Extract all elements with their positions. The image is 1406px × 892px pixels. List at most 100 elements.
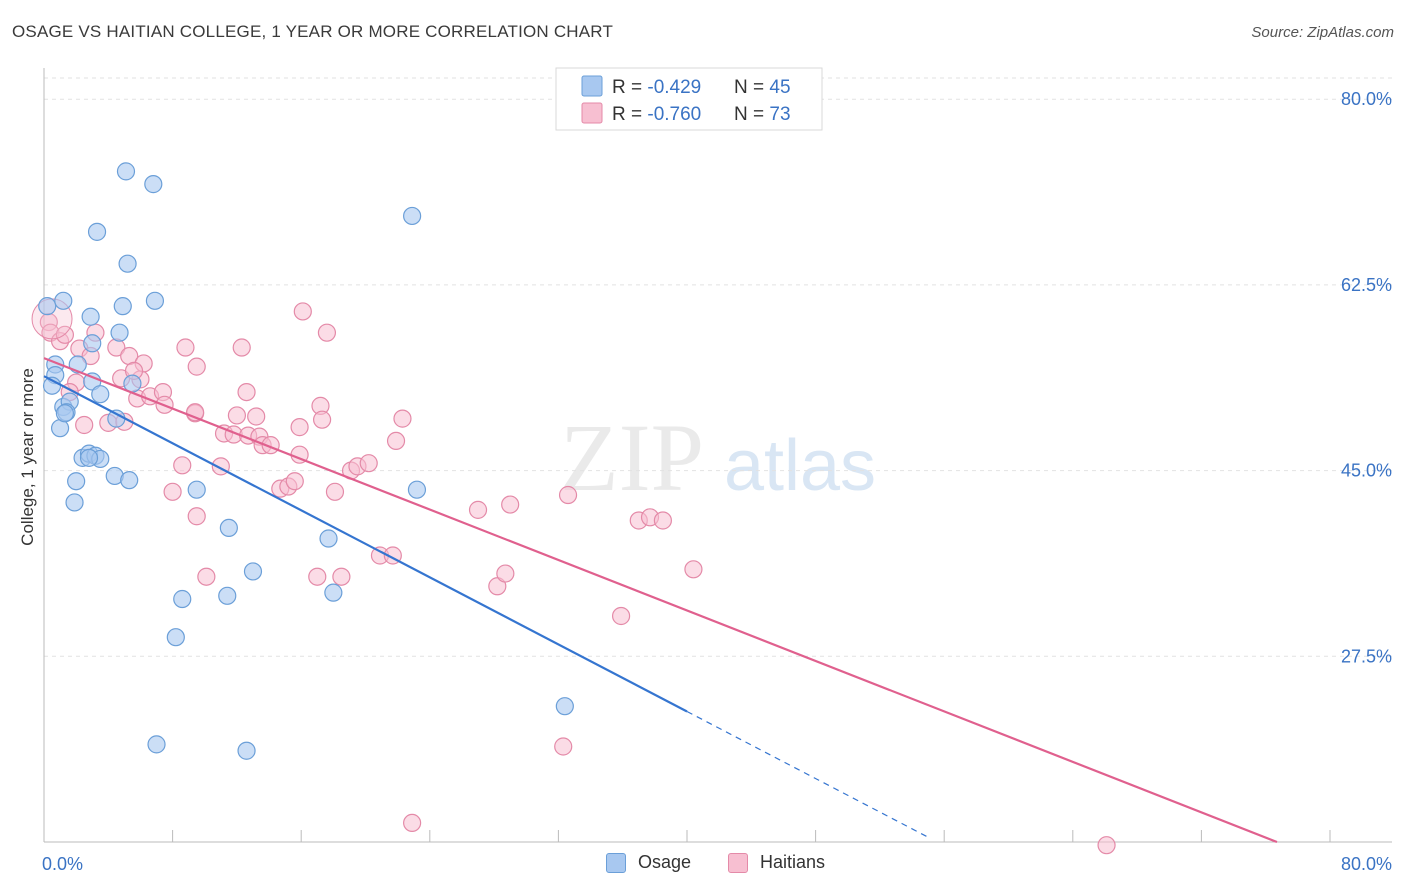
svg-text:R = -0.760: R = -0.760 [612, 104, 701, 125]
osage-point [120, 471, 139, 490]
chart-title: OSAGE VS HAITIAN COLLEGE, 1 YEAR OR MORE… [12, 22, 614, 41]
osage-point [219, 518, 238, 538]
osage-point [54, 291, 73, 310]
legend-haitians-label: Haitians [760, 852, 826, 872]
haitians-point [325, 482, 345, 501]
osage-point [91, 385, 110, 404]
haitians-point [290, 418, 309, 437]
haitians-point [285, 472, 304, 491]
legend-top: R = -0.429 N = 45 R = -0.760 N = 73 [555, 67, 823, 131]
haitians-point [468, 500, 488, 519]
legend-haitians-r-label: R = [612, 104, 647, 125]
osage-point [173, 589, 192, 609]
axes [43, 68, 1392, 843]
haitians-trend-line [43, 357, 1278, 844]
osage-point [87, 222, 107, 241]
osage-point [110, 323, 129, 342]
legend-osage-swatch [581, 75, 603, 97]
haitians-point [1097, 836, 1116, 855]
osage-point [38, 297, 57, 316]
legend-osage-label: Osage [638, 852, 692, 872]
legend-haitians-swatch [581, 102, 603, 124]
legend-haitians-swatch-bottom [728, 852, 748, 873]
haitians-point [332, 567, 351, 586]
haitians-point [308, 567, 327, 586]
tick-labels: 80.0% 62.5% 45.0% 27.5% 0.0% 80.0% [42, 89, 1392, 874]
osage-trend-line [43, 375, 688, 713]
legend-haitians-n-value: 73 [769, 104, 790, 125]
osage-points [38, 162, 574, 760]
haitians-points [31, 298, 1116, 855]
osage-point [218, 586, 237, 605]
osage-point [147, 735, 166, 754]
haitians-point [653, 511, 672, 530]
legend-haitians-n-label: N = [734, 104, 769, 125]
osage-point [555, 697, 574, 716]
osage-point [79, 448, 99, 467]
haitians-point [75, 415, 94, 435]
y-tick-label: 80.0% [1341, 89, 1392, 109]
haitians-point [554, 737, 573, 756]
osage-point [55, 404, 74, 423]
osage-point [166, 628, 185, 647]
svg-text:R = -0.429: R = -0.429 [612, 77, 701, 98]
x-tick-label: 0.0% [42, 854, 83, 874]
osage-point [116, 162, 136, 181]
legend-item-osage: Osage [606, 852, 691, 873]
haitians-point [501, 495, 520, 514]
osage-point [407, 480, 427, 499]
legend-osage-r-value: -0.429 [647, 77, 701, 98]
osage-point [144, 175, 163, 194]
legend-osage-n-label: N = [734, 77, 769, 98]
trend-lines [43, 357, 1278, 844]
osage-point [145, 291, 165, 310]
haitians-point [173, 456, 192, 475]
watermark-atlas: atlas [724, 426, 876, 506]
haitians-point [359, 454, 378, 473]
osage-point [243, 562, 263, 581]
source-prefix: Source: [1251, 24, 1308, 41]
haitians-point [293, 302, 312, 321]
legend-osage-r-label: R = [612, 77, 647, 98]
haitians-point [187, 507, 206, 526]
chart-source: Source: ZipAtlas.com [1251, 24, 1394, 41]
osage-point [83, 334, 102, 353]
x-tick-label: 80.0% [1341, 854, 1392, 874]
legend-bottom: Osage Haitians [0, 852, 1406, 876]
osage-point [118, 254, 137, 273]
svg-text:N = 73: N = 73 [734, 104, 791, 125]
osage-point [113, 297, 132, 316]
osage-point [319, 529, 338, 548]
osage-point [324, 583, 343, 602]
haitians-point [237, 382, 256, 402]
haitians-point [232, 338, 251, 357]
haitians-point [386, 431, 406, 450]
osage-trend-extension [686, 710, 929, 838]
legend-osage-swatch-bottom [606, 852, 626, 873]
haitians-point [176, 338, 195, 357]
legend-item-haitians: Haitians [728, 852, 825, 873]
osage-point [81, 307, 100, 326]
legend-osage-n-value: 45 [769, 77, 790, 98]
haitians-point [393, 409, 412, 428]
y-tick-label: 27.5% [1341, 646, 1392, 666]
y-axis-label: College, 1 year or more [18, 368, 37, 546]
haitians-point [312, 410, 332, 429]
haitians-point [247, 407, 266, 426]
haitians-point [227, 406, 246, 425]
haitians-point [611, 606, 631, 626]
y-tick-label: 62.5% [1341, 275, 1392, 295]
haitians-point [496, 564, 515, 583]
osage-point [403, 206, 422, 226]
haitians-point [187, 357, 206, 376]
osage-point [67, 472, 86, 491]
haitians-point [163, 482, 182, 501]
haitians-point [684, 560, 703, 579]
haitians-point [558, 485, 578, 505]
watermark-zip: ZIP [560, 404, 704, 511]
haitians-point [197, 567, 216, 586]
osage-point [237, 741, 256, 760]
legend-haitians-r-value: -0.760 [647, 104, 701, 125]
svg-text:N = 45: N = 45 [734, 77, 791, 98]
